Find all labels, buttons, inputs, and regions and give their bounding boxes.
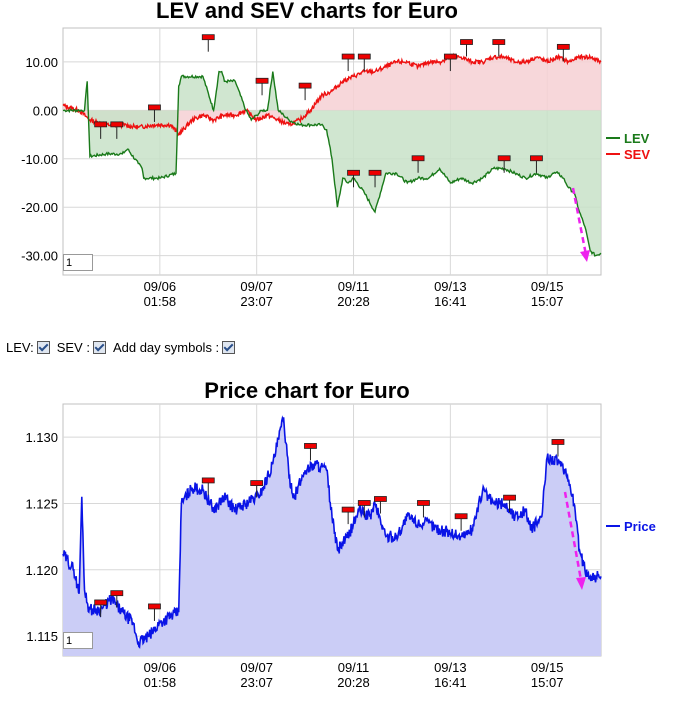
lev-area <box>63 71 601 256</box>
price-line <box>62 415 602 649</box>
x-tick-label: 15:07 <box>531 675 564 690</box>
x-tick-label: 09/06 <box>144 660 177 675</box>
y-tick-label: 10.00 <box>25 55 58 70</box>
day-symbol <box>304 443 317 461</box>
day-symbol <box>110 590 124 608</box>
x-tick-label: 23:07 <box>240 675 273 690</box>
day-symbol <box>556 43 570 62</box>
y-tick-label: 1.120 <box>25 563 58 578</box>
x-tick-label: 20:28 <box>337 675 370 690</box>
x-tick-label: 09/11 <box>338 660 370 675</box>
day-symbol <box>497 155 511 173</box>
day-symbol <box>503 494 516 513</box>
day-symbol <box>250 480 264 498</box>
day-symbol <box>341 53 355 72</box>
day-symbols-checkbox[interactable] <box>222 341 236 354</box>
legend-sev-label: SEV <box>624 147 650 162</box>
day-symbols-label: Add day symbols : <box>112 340 220 355</box>
day-symbol <box>368 169 382 188</box>
day-symbol <box>341 506 355 525</box>
price-chart-title: Price chart for Euro <box>204 378 410 403</box>
legend-price-label: Price <box>624 519 656 534</box>
y-tick-label: 1.125 <box>25 496 58 511</box>
x-tick-label: 09/15 <box>531 660 564 675</box>
trend-arrow <box>571 187 588 256</box>
day-symbol <box>94 599 108 617</box>
price-area <box>63 417 601 656</box>
lev-sev-zoom-input[interactable]: 1 <box>63 254 93 271</box>
x-tick-label: 15:07 <box>531 294 564 309</box>
y-tick-label: 1.115 <box>26 629 58 644</box>
day-symbol <box>357 53 371 72</box>
legend-lev-label: LEV <box>624 131 650 146</box>
day-symbol <box>492 39 506 57</box>
day-symbol <box>255 77 269 96</box>
day-symbol <box>94 121 108 139</box>
day-symbol <box>454 513 468 531</box>
price-zoom-input[interactable]: 1 <box>63 632 93 649</box>
x-tick-label: 01:58 <box>144 675 177 690</box>
x-tick-label: 09/07 <box>240 660 273 675</box>
lev-sev-chart-title: LEV and SEV charts for Euro <box>156 0 458 23</box>
x-tick-label: 09/11 <box>338 279 370 294</box>
x-tick-label: 09/07 <box>240 279 273 294</box>
day-symbol <box>110 121 124 139</box>
x-tick-label: 16:41 <box>434 675 467 690</box>
x-tick-label: 09/06 <box>144 279 177 294</box>
day-symbol <box>411 155 425 173</box>
day-symbol <box>148 104 161 122</box>
lev-line <box>62 70 602 257</box>
y-tick-label: -10.00 <box>21 152 58 167</box>
y-tick-label: -30.00 <box>21 249 58 264</box>
y-tick-label: 1.130 <box>25 430 58 445</box>
day-symbol <box>460 39 473 57</box>
day-symbol <box>201 477 215 495</box>
x-tick-label: 16:41 <box>434 294 467 309</box>
day-symbol <box>374 496 387 514</box>
x-tick-label: 09/13 <box>434 660 467 675</box>
day-symbol <box>357 500 371 518</box>
sev-checkbox[interactable] <box>92 341 106 354</box>
day-symbol <box>443 53 457 72</box>
trend-arrow <box>563 491 583 581</box>
trend-arrow-head <box>576 577 586 590</box>
day-symbol <box>298 82 312 101</box>
sev-line <box>62 52 602 137</box>
day-symbol <box>201 34 215 52</box>
y-tick-label: 0.00 <box>33 103 58 118</box>
x-tick-label: 09/13 <box>434 279 467 294</box>
day-symbol <box>148 603 161 621</box>
y-tick-label: -20.00 <box>21 200 58 215</box>
sev-area <box>63 55 601 136</box>
day-symbol <box>417 500 430 518</box>
x-tick-label: 23:07 <box>240 294 273 309</box>
x-tick-label: 09/15 <box>531 279 564 294</box>
x-tick-label: 20:28 <box>337 294 370 309</box>
day-symbol <box>551 439 565 457</box>
sev-toggle-label: SEV : <box>56 340 90 355</box>
lev-toggle-label: LEV: <box>6 340 34 355</box>
x-tick-label: 01:58 <box>144 294 177 309</box>
day-symbol <box>530 155 543 173</box>
lev-checkbox[interactable] <box>36 341 50 354</box>
day-symbol <box>347 169 360 188</box>
chart-controls: LEV: SEV : Add day symbols : <box>6 340 239 355</box>
trend-arrow-head <box>580 250 590 262</box>
